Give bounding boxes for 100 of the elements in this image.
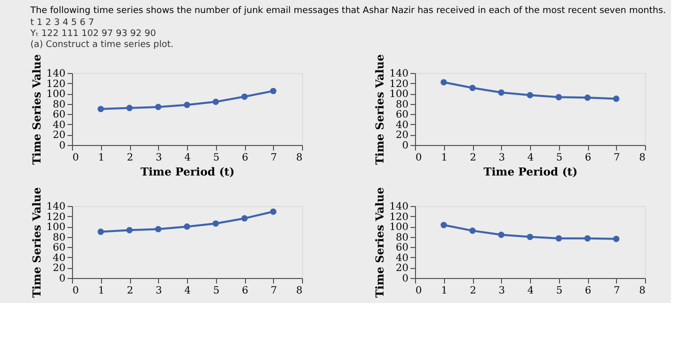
y-tick-label: 100 (389, 222, 408, 234)
point (212, 98, 219, 105)
point (584, 235, 591, 242)
point (155, 104, 162, 110)
point (98, 228, 104, 235)
y-tick-label: 0 (59, 274, 66, 284)
point (270, 208, 276, 215)
x-tick-label: 3 (498, 286, 505, 296)
text: (a) Construct a time series plot. (30, 40, 174, 50)
y-tick-label: 40 (52, 120, 66, 131)
y-tick-label: 60 (396, 110, 408, 121)
y-tick-label: 0 (59, 140, 66, 152)
x-tick-label: 5 (213, 286, 220, 296)
x-tick-label: 2 (126, 286, 134, 296)
x-tick-label: 4 (527, 152, 534, 164)
x-tick-label: 8 (639, 152, 646, 164)
x-tick-label: 3 (498, 152, 505, 164)
point (469, 228, 476, 234)
point (98, 106, 104, 112)
y-axis-title: Time Series Value (30, 187, 44, 298)
point (440, 222, 447, 228)
point (556, 235, 562, 242)
x-tick-label: 2 (126, 152, 134, 164)
y-tick-label: 60 (396, 242, 408, 254)
x-tick-label: 0 (416, 152, 422, 164)
point (584, 94, 591, 101)
y-tick-label: 140 (46, 202, 66, 212)
x-tick-label: 5 (213, 152, 220, 164)
y-tick-label: 140 (46, 68, 66, 80)
x-tick-label: 0 (416, 286, 422, 296)
y-axis-title: Time Series Value (30, 54, 44, 165)
y-tick-label: 20 (52, 263, 66, 274)
x-tick-label: 7 (614, 152, 620, 164)
x-tick-label: 6 (584, 286, 592, 296)
x-tick-label: 5 (556, 286, 562, 296)
y-tick-label: 120 (389, 78, 408, 90)
x-tick-label: 7 (270, 286, 277, 296)
y-tick-label: 40 (396, 120, 408, 131)
x-axis-title: Time Period (t) (140, 166, 235, 178)
point (556, 94, 562, 100)
y-tick-label: 60 (52, 110, 66, 121)
y-tick-label: 60 (52, 242, 66, 254)
y-tick-label: 0 (402, 140, 408, 152)
x-tick-label: 4 (184, 286, 191, 296)
y-tick-label: 80 (396, 232, 408, 244)
x-tick-label: 8 (639, 286, 646, 296)
point (613, 236, 620, 242)
y-tick-label: 120 (46, 78, 66, 90)
x-tick-label: 1 (98, 152, 104, 164)
y-tick-label: 120 (46, 212, 66, 223)
y-tick-label: 140 (389, 68, 408, 80)
point (184, 102, 190, 108)
point (498, 232, 504, 238)
point (469, 84, 476, 92)
x-tick-label: 7 (270, 152, 277, 164)
point (212, 220, 219, 227)
y-tick-label: 80 (52, 232, 66, 244)
y-tick-label: 100 (46, 89, 66, 100)
point (526, 92, 534, 98)
point (126, 104, 133, 112)
point (440, 79, 447, 86)
y-tick-label: 140 (389, 202, 408, 212)
x-tick-label: 1 (441, 286, 448, 296)
text: Yₜ 122 111 102 97 93 92 90 (29, 29, 156, 40)
x-tick-label: 0 (72, 286, 79, 296)
y-tick-label: 40 (52, 252, 66, 264)
x-tick-label: 6 (242, 152, 248, 164)
y-tick-label: 0 (402, 274, 408, 284)
x-tick-label: 1 (98, 286, 104, 296)
x-tick-label: 0 (72, 152, 79, 164)
point (270, 88, 276, 94)
point (241, 215, 248, 222)
y-axis-title: Time Series Value (373, 187, 386, 298)
y-tick-label: 20 (52, 130, 66, 142)
x-tick-label: 6 (584, 152, 592, 164)
x-tick-label: 2 (470, 152, 476, 164)
x-tick-label: 8 (296, 152, 302, 164)
y-tick-label: 100 (389, 89, 408, 100)
y-tick-label: 120 (389, 212, 408, 223)
x-tick-label: 4 (184, 152, 191, 164)
y-tick-label: 20 (396, 263, 408, 274)
x-tick-label: 5 (556, 152, 562, 164)
y-tick-label: 80 (52, 99, 66, 110)
x-tick-label: 7 (614, 286, 620, 296)
point (155, 226, 162, 232)
x-tick-label: 1 (441, 152, 448, 164)
x-tick-label: 3 (156, 286, 162, 296)
y-tick-label: 80 (396, 99, 408, 110)
y-tick-label: 40 (396, 252, 408, 264)
point (498, 89, 504, 96)
x-tick-label: 2 (470, 286, 476, 296)
x-tick-label: 6 (242, 286, 248, 296)
y-tick-label: 100 (46, 222, 66, 234)
point (126, 227, 133, 234)
text: t 1 2 3 4 5 6 7 (30, 18, 94, 28)
point (613, 96, 620, 102)
x-tick-label: 8 (296, 286, 302, 296)
text: The following time series shows the number of junk email messages that Ashar Nazir has received in each of the most recent seven months. (29, 6, 666, 16)
y-tick-label: 20 (396, 130, 408, 142)
point (241, 94, 248, 100)
